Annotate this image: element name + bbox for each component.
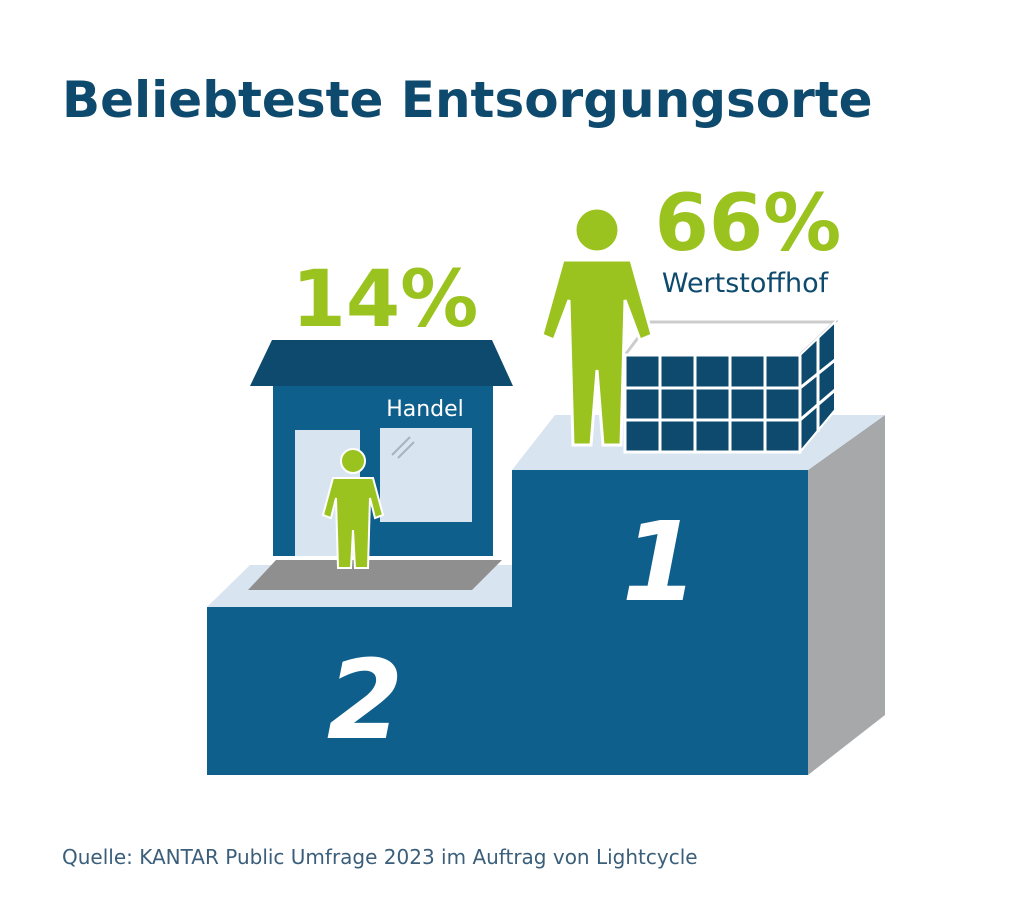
share-wertstoffhof: 66%	[655, 179, 842, 269]
rank-2: 2	[327, 636, 404, 764]
source: Quelle: KANTAR Public Umfrage 2023 im Au…	[62, 845, 698, 869]
person-large	[540, 206, 654, 447]
share-handel: 14%	[292, 255, 479, 345]
shop-icon	[248, 340, 513, 590]
container-icon	[621, 319, 839, 455]
rank-1: 1	[622, 498, 699, 626]
label-handel: Handel	[386, 397, 464, 422]
person-small	[321, 448, 385, 569]
label-wertstoffhof: Wertstoffhof	[662, 268, 830, 299]
title: Beliebteste Entsorgungsorte	[62, 71, 873, 129]
